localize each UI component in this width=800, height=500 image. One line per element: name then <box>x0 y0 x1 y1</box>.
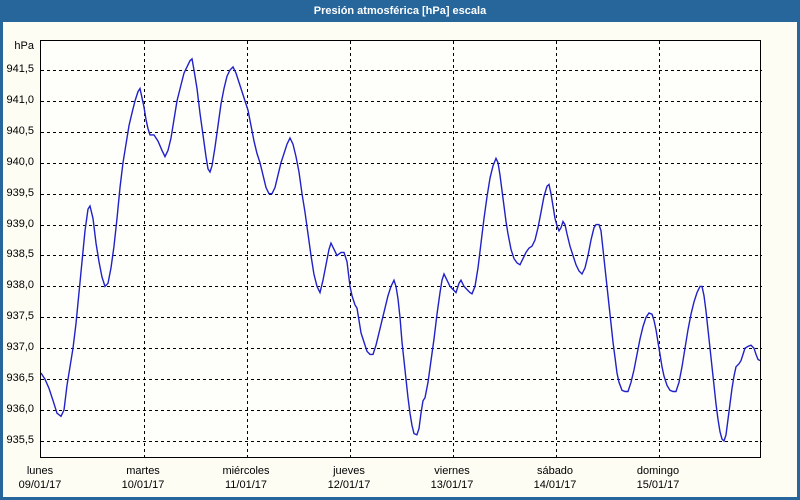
weekday-name: miércoles <box>222 465 270 477</box>
y-axis-unit-label: hPa <box>14 40 34 52</box>
y-tick-label: 939,0 <box>6 217 34 230</box>
title-bar: Presión atmosférica [hPa] escala <box>0 0 800 22</box>
weekday-name: domingo <box>636 465 680 477</box>
weekday-date: 10/01/17 <box>121 479 165 491</box>
x-day-label: jueves 12/01/17 <box>304 464 394 492</box>
y-tick-label: 938,5 <box>6 248 34 261</box>
weekday-date: 15/01/17 <box>636 479 680 491</box>
y-tick-label: 936,5 <box>6 372 34 385</box>
pressure-series-line <box>41 57 761 443</box>
x-day-label: viernes 13/01/17 <box>407 464 497 492</box>
y-tick-label: 940,0 <box>6 155 34 168</box>
weekday-date: 09/01/17 <box>18 479 62 491</box>
x-day-label: martes 10/01/17 <box>98 464 188 492</box>
x-day-label: domingo 15/01/17 <box>613 464 703 492</box>
weekday-name: viernes <box>434 465 470 477</box>
y-tick-label: 940,5 <box>6 124 34 137</box>
y-tick-label: 941,0 <box>6 93 34 106</box>
weekday-date: 12/01/17 <box>327 479 371 491</box>
x-day-label: sábado 14/01/17 <box>510 464 600 492</box>
y-tick-label: 935,5 <box>6 433 34 446</box>
weekday-date: 11/01/17 <box>224 479 267 491</box>
y-tick-label: 937,0 <box>6 341 34 354</box>
weekday-name: martes <box>126 465 160 477</box>
weekday-name: lunes <box>26 465 54 477</box>
y-tick-label: 939,5 <box>6 186 34 199</box>
y-tick-label: 938,0 <box>6 279 34 292</box>
pressure-line-chart <box>41 41 762 459</box>
weekday-name: sábado <box>536 465 574 477</box>
x-day-label: lunes 09/01/17 <box>0 464 85 492</box>
weekday-date: 14/01/17 <box>533 479 577 491</box>
y-tick-label: 937,5 <box>6 310 34 323</box>
page-title: Presión atmosférica [hPa] escala <box>313 5 487 17</box>
y-tick-label: 936,0 <box>6 403 34 416</box>
x-day-label: miércoles 11/01/17 <box>201 464 291 492</box>
y-tick-label: 941,5 <box>6 63 34 75</box>
plot-box <box>40 40 762 459</box>
weekday-date: 13/01/17 <box>430 479 474 491</box>
weekday-name: jueves <box>333 465 365 477</box>
